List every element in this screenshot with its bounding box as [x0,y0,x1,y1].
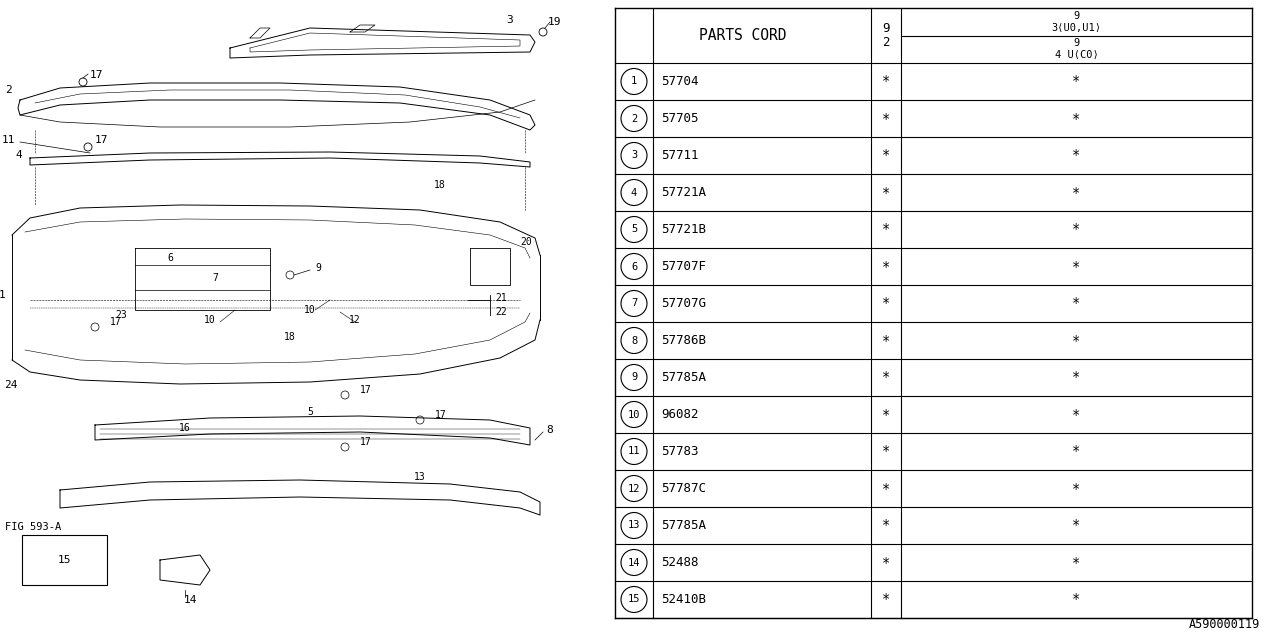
Text: *: * [882,296,890,310]
Text: 52410B: 52410B [660,593,707,606]
Text: *: * [1073,445,1080,458]
Text: *: * [882,481,890,495]
Text: 3: 3 [631,150,637,161]
Text: 14: 14 [183,595,197,605]
Text: 18: 18 [434,180,445,190]
Text: 18: 18 [284,332,296,342]
Text: 23: 23 [115,310,127,320]
Text: 57704: 57704 [660,75,699,88]
Text: 57721A: 57721A [660,186,707,199]
Text: *: * [1073,259,1080,273]
Text: 57707G: 57707G [660,297,707,310]
Text: 24: 24 [5,380,18,390]
Text: PARTS CORD: PARTS CORD [699,28,787,43]
Text: 17: 17 [360,437,371,447]
Text: 6: 6 [168,253,173,263]
Text: 17: 17 [360,385,371,395]
Text: 2: 2 [5,85,12,95]
Text: *: * [1073,111,1080,125]
Text: 57707F: 57707F [660,260,707,273]
Text: 10: 10 [204,315,216,325]
Text: *: * [882,371,890,385]
Text: 1: 1 [0,290,5,300]
Text: *: * [882,518,890,532]
Text: 57711: 57711 [660,149,699,162]
Text: 12: 12 [349,315,361,325]
Text: 9: 9 [631,372,637,383]
Text: *: * [1073,556,1080,570]
Text: 9
3⟨U0,U1⟩: 9 3⟨U0,U1⟩ [1051,11,1102,33]
Text: 17: 17 [435,410,447,420]
Text: 11: 11 [627,447,640,456]
Text: 57783: 57783 [660,445,699,458]
Text: 17: 17 [95,135,109,145]
Text: *: * [1073,74,1080,88]
Text: *: * [882,223,890,237]
Text: 8: 8 [631,335,637,346]
Text: *: * [882,111,890,125]
Text: 9: 9 [315,263,321,273]
Text: 21: 21 [495,293,507,303]
Text: 52488: 52488 [660,556,699,569]
Text: *: * [882,445,890,458]
Text: *: * [1073,371,1080,385]
Text: 7: 7 [212,273,218,283]
Text: 57705: 57705 [660,112,699,125]
Text: 20: 20 [520,237,531,247]
Text: 57785A: 57785A [660,519,707,532]
Text: *: * [1073,296,1080,310]
Text: 19: 19 [548,17,562,27]
Text: 12: 12 [627,483,640,493]
Text: FIG 593-A: FIG 593-A [5,522,61,532]
Text: 57721B: 57721B [660,223,707,236]
Text: 3: 3 [507,15,513,25]
Text: 13: 13 [627,520,640,531]
Text: 9
4 U⟨C0⟩: 9 4 U⟨C0⟩ [1055,38,1098,60]
Text: 14: 14 [627,557,640,568]
Text: *: * [1073,223,1080,237]
Text: 4: 4 [15,150,22,160]
Text: *: * [882,408,890,422]
Text: 15: 15 [627,595,640,605]
Text: 15: 15 [58,555,72,565]
Text: 17: 17 [90,70,104,80]
Text: 5: 5 [631,225,637,234]
Text: *: * [882,186,890,200]
Text: 57785A: 57785A [660,371,707,384]
Text: *: * [882,259,890,273]
Text: 6: 6 [631,262,637,271]
Text: 11: 11 [1,135,15,145]
Text: *: * [1073,333,1080,348]
Text: *: * [1073,518,1080,532]
Text: 13: 13 [415,472,426,482]
Text: 4: 4 [631,188,637,198]
Text: 9
2: 9 2 [882,22,890,49]
Text: *: * [1073,408,1080,422]
Bar [22,535,108,585]
Text: *: * [882,148,890,163]
Text: *: * [1073,148,1080,163]
Text: 7: 7 [631,298,637,308]
Text: 22: 22 [495,307,507,317]
Text: *: * [1073,481,1080,495]
Text: 10: 10 [627,410,640,419]
Text: 17: 17 [110,317,122,327]
Text: 2: 2 [631,113,637,124]
Text: *: * [1073,186,1080,200]
Text: 1: 1 [631,77,637,86]
Text: *: * [882,74,890,88]
Text: 10: 10 [305,305,316,315]
Text: *: * [882,556,890,570]
Text: A590000119: A590000119 [1189,618,1260,632]
Text: 57786B: 57786B [660,334,707,347]
Text: *: * [1073,593,1080,607]
Text: 5: 5 [307,407,312,417]
Text: 8: 8 [547,425,553,435]
Text: 57787C: 57787C [660,482,707,495]
Text: *: * [882,593,890,607]
Text: *: * [882,333,890,348]
Text: 96082: 96082 [660,408,699,421]
Text: 16: 16 [179,423,191,433]
